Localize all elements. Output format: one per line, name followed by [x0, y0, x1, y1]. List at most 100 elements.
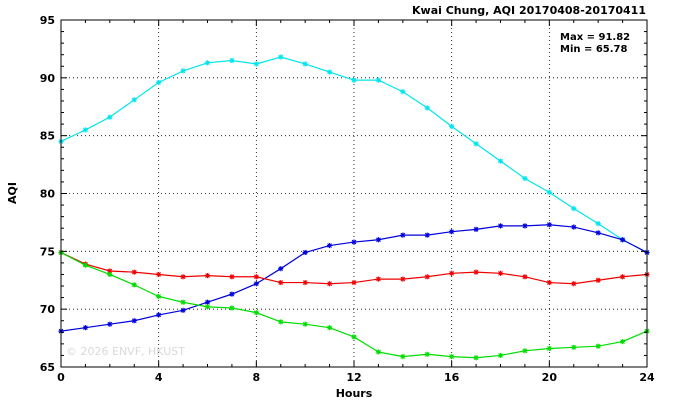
data-point — [497, 270, 504, 276]
data-point — [107, 321, 113, 327]
point-stroke — [620, 237, 625, 243]
x-tick-label: 0 — [57, 371, 65, 384]
data-point — [326, 242, 333, 249]
data-point — [497, 352, 504, 359]
data-point — [229, 57, 235, 64]
data-point — [449, 353, 455, 360]
data-point — [131, 97, 137, 103]
point-stroke — [180, 299, 186, 305]
data-point — [619, 338, 626, 345]
data-point — [180, 274, 186, 280]
point-stroke — [107, 114, 113, 120]
data-point — [546, 345, 552, 352]
point-stroke — [229, 291, 235, 297]
data-point — [473, 355, 479, 361]
point-stroke — [376, 77, 381, 83]
point-stroke — [473, 227, 479, 232]
point-stroke — [351, 239, 357, 245]
data-point — [253, 61, 259, 67]
point-stroke — [400, 276, 406, 282]
series-group — [58, 54, 650, 361]
data-point — [180, 307, 186, 313]
data-point — [473, 141, 479, 147]
point-stroke — [400, 232, 406, 238]
data-point — [302, 279, 308, 286]
x-tick-label: 24 — [639, 371, 655, 384]
point-stroke — [229, 274, 235, 280]
data-point — [571, 281, 577, 287]
point-stroke — [620, 274, 625, 280]
data-point — [326, 69, 333, 75]
point-stroke — [156, 294, 162, 299]
y-tick-label: 95 — [40, 14, 55, 27]
data-point — [180, 68, 186, 74]
data-point — [619, 274, 626, 280]
point-stroke — [473, 355, 479, 361]
point-stroke — [107, 268, 113, 274]
data-point — [522, 348, 528, 354]
data-point — [546, 279, 552, 286]
data-point — [302, 249, 308, 256]
data-point — [82, 262, 89, 268]
y-tick-label: 75 — [40, 245, 55, 258]
data-point — [400, 276, 406, 282]
point-stroke — [205, 273, 210, 278]
point-stroke — [327, 243, 332, 248]
point-stroke — [522, 176, 528, 181]
data-point — [253, 310, 259, 316]
point-stroke — [620, 339, 625, 344]
data-point — [131, 282, 137, 288]
y-tick-label: 80 — [40, 188, 56, 201]
point-stroke — [424, 232, 430, 238]
data-point — [375, 237, 382, 243]
data-point — [400, 89, 406, 95]
x-tick-label: 12 — [346, 371, 361, 384]
y-tick-label: 90 — [40, 72, 56, 85]
point-stroke — [522, 223, 528, 229]
point-stroke — [595, 230, 601, 236]
point-stroke — [278, 54, 284, 60]
data-point — [595, 220, 601, 227]
data-point — [253, 274, 259, 280]
data-point — [595, 230, 601, 236]
data-point — [449, 270, 455, 276]
data-point — [82, 127, 89, 133]
chart-title: Kwai Chung, AQI 20170408-20170411 — [412, 4, 646, 17]
data-point — [204, 299, 211, 305]
point-stroke — [498, 158, 503, 164]
data-point — [302, 321, 308, 327]
point-stroke — [156, 80, 162, 85]
point-stroke — [571, 224, 577, 230]
data-point — [571, 205, 577, 212]
point-stroke — [473, 141, 479, 147]
point-stroke — [327, 325, 332, 331]
axis-ticks: 0 4 8 12 16 20 24 65 70 75 80 85 90 95 — [40, 14, 655, 384]
data-point — [204, 304, 211, 310]
point-stroke — [156, 312, 162, 318]
point-stroke — [131, 269, 137, 275]
x-axis-label: Hours — [336, 387, 373, 400]
point-stroke — [131, 97, 137, 103]
data-point — [400, 353, 406, 360]
point-stroke — [376, 276, 381, 282]
point-stroke — [180, 274, 186, 280]
point-stroke — [571, 206, 577, 211]
data-point — [595, 277, 601, 283]
point-stroke — [107, 321, 113, 327]
data-point — [400, 232, 406, 238]
point-stroke — [229, 305, 235, 311]
point-stroke — [253, 310, 259, 315]
point-stroke — [83, 127, 88, 133]
point-stroke — [498, 223, 503, 229]
data-point — [375, 276, 382, 282]
point-stroke — [400, 89, 406, 95]
data-point — [253, 281, 259, 287]
point-stroke — [449, 229, 455, 235]
data-point — [204, 273, 211, 279]
x-tick-label: 4 — [155, 371, 163, 384]
point-stroke — [205, 299, 210, 305]
data-point — [229, 305, 235, 311]
point-stroke — [449, 354, 455, 359]
point-stroke — [400, 354, 406, 359]
point-stroke — [376, 349, 381, 355]
